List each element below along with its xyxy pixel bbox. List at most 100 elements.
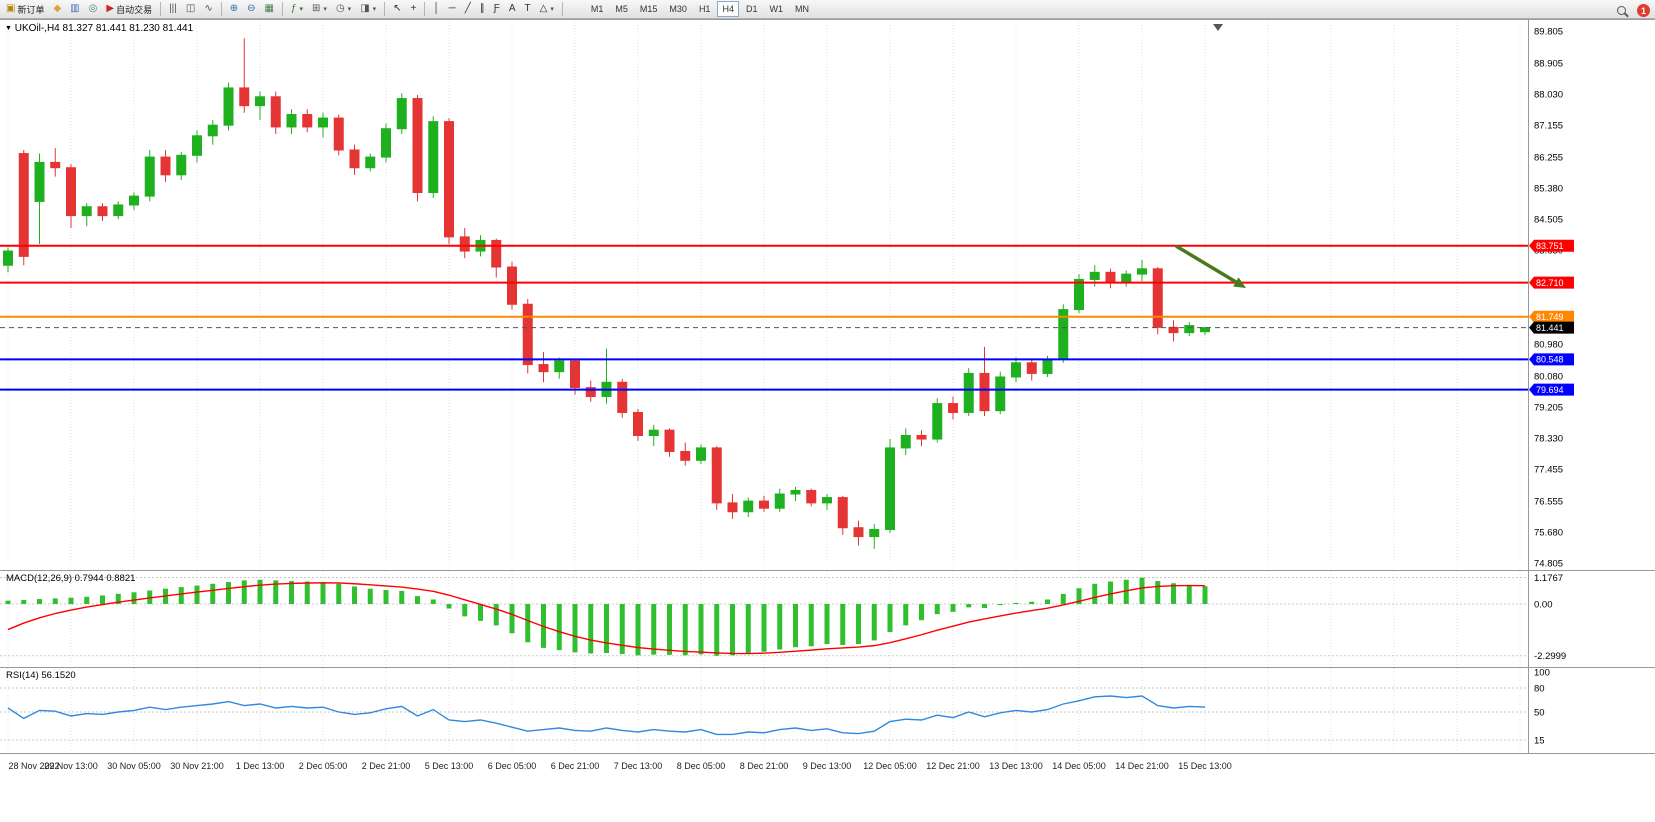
candlestick-button[interactable]: ◫	[182, 1, 199, 18]
crosshair-button[interactable]: +	[407, 1, 421, 18]
shapes-icon: △	[539, 3, 548, 14]
svg-text:9 Dec 13:00: 9 Dec 13:00	[803, 761, 852, 771]
timeframe-m30-button[interactable]: M30	[664, 1, 692, 17]
price-badge	[1529, 276, 1574, 289]
line-chart-button[interactable]: ∿	[200, 1, 216, 18]
label-button[interactable]: T	[521, 1, 535, 18]
label-icon: T	[524, 3, 531, 14]
horizontal-line-icon: ─	[448, 3, 456, 14]
timeframe-h1-button[interactable]: H1	[694, 1, 716, 17]
svg-text:81.749: 81.749	[1536, 312, 1564, 322]
timeframe-m1-button[interactable]: M1	[586, 1, 609, 17]
svg-text:87.155: 87.155	[1534, 120, 1563, 131]
toolbar-separator	[281, 2, 283, 16]
chevron-down-icon: ▾	[299, 6, 304, 13]
chevron-down-icon: ▾	[323, 6, 327, 13]
svg-text:74.805: 74.805	[1534, 559, 1563, 570]
templates-icon: ◨	[360, 3, 370, 14]
timeframe-m5-button[interactable]: M5	[610, 1, 633, 17]
svg-text:77.455: 77.455	[1534, 465, 1563, 476]
svg-text:75.680: 75.680	[1534, 527, 1563, 538]
crosshair-icon: +	[410, 3, 417, 14]
trendline-button[interactable]: ╱	[461, 1, 475, 18]
vertical-line-button[interactable]: │	[429, 1, 443, 18]
svg-text:2 Dec 21:00: 2 Dec 21:00	[362, 761, 411, 771]
horizontal-line-button[interactable]: ─	[445, 1, 460, 18]
price-badge	[1529, 239, 1574, 252]
annotation-arrow[interactable]	[1175, 244, 1246, 288]
svg-text:82.710: 82.710	[1536, 278, 1564, 288]
rsi-scale-label: 100	[1534, 668, 1550, 679]
market-watch-button[interactable]: ▥	[66, 1, 83, 18]
price-badge	[1529, 383, 1574, 396]
new-order-button[interactable]: ▣ 新订单	[2, 1, 48, 18]
macd-scale-label: 1.1767	[1534, 573, 1563, 584]
toolbar-separator	[561, 2, 563, 16]
svg-text:6 Dec 05:00: 6 Dec 05:00	[488, 761, 537, 771]
rsi-scale-label: 80	[1534, 684, 1545, 695]
indicators-icon: ƒ	[290, 3, 297, 14]
timeframe-mn-button[interactable]: MN	[790, 1, 814, 17]
svg-text:7 Dec 13:00: 7 Dec 13:00	[614, 761, 663, 771]
svg-text:2 Dec 05:00: 2 Dec 05:00	[299, 761, 348, 771]
charts-button[interactable]: ◆	[49, 1, 65, 18]
clock-icon: ◷	[335, 3, 345, 14]
new-order-button-label: 新订单	[17, 4, 45, 15]
search-button[interactable]	[1613, 2, 1630, 19]
svg-text:13 Dec 13:00: 13 Dec 13:00	[989, 761, 1043, 771]
channel-button[interactable]: ∥	[476, 1, 489, 18]
new-chart-button[interactable]: ⊞ ▾	[308, 1, 331, 18]
zoom-out-icon: ⊖	[247, 3, 256, 14]
shapes-button[interactable]: △ ▾	[536, 1, 558, 18]
svg-text:76.555: 76.555	[1534, 496, 1563, 507]
toolbar-right: 1	[1613, 2, 1650, 19]
auto-trading-button[interactable]: ▶ 自动交易	[102, 1, 156, 18]
new-chart-icon: ⊞	[312, 3, 321, 14]
rsi-line	[7, 695, 1206, 736]
new-order-icon: ▣	[6, 3, 16, 14]
timeframe-w1-button[interactable]: W1	[764, 1, 788, 17]
price-badge	[1529, 310, 1574, 323]
cursor-button[interactable]: ↖	[389, 1, 405, 18]
chevron-down-icon: ▾	[372, 6, 377, 13]
svg-text:29 Nov 13:00: 29 Nov 13:00	[44, 761, 98, 771]
timeframe-m15-button[interactable]: M15	[635, 1, 663, 17]
periods-button[interactable]: ◷ ▾	[332, 1, 355, 18]
svg-text:85.380: 85.380	[1534, 183, 1563, 194]
zoom-in-button[interactable]: ⊕	[226, 1, 242, 18]
fibonacci-button[interactable]: Ƒ	[490, 1, 504, 18]
zoom-out-button[interactable]: ⊖	[243, 1, 259, 18]
svg-text:86.255: 86.255	[1534, 152, 1563, 163]
rsi-scale-label: 15	[1534, 736, 1545, 747]
indicators-button[interactable]: ƒ ▾	[287, 1, 307, 18]
toolbar-separator	[220, 2, 222, 16]
price-badge	[1529, 321, 1574, 334]
bar-chart-button[interactable]: |||	[165, 1, 181, 18]
fibonacci-icon: Ƒ	[493, 3, 500, 14]
text-button[interactable]: A	[505, 1, 520, 18]
tile-windows-button[interactable]: ▦	[261, 1, 278, 18]
trendline-icon: ╱	[464, 3, 471, 14]
price-badges: 83.751 82.710 81.749 80.548 79.694 81.441	[1529, 239, 1574, 396]
chart-shift-marker[interactable]	[1213, 24, 1223, 31]
bar-chart-icon: |||	[169, 3, 177, 14]
svg-text:81.441: 81.441	[1536, 323, 1564, 333]
navigator-button[interactable]: ◎	[85, 1, 102, 18]
timeframe-h4-button[interactable]: H4	[717, 1, 739, 17]
notifications-badge[interactable]: 1	[1637, 4, 1650, 17]
charts-icon: ◆	[53, 3, 62, 14]
chevron-down-icon: ▾	[550, 6, 554, 13]
templates-button[interactable]: ◨ ▾	[356, 1, 380, 18]
svg-text:15 Dec 13:00: 15 Dec 13:00	[1178, 761, 1232, 771]
macd-indicator-label: MACD(12,26,9) 0.7944 0.8821	[6, 573, 136, 584]
svg-text:78.330: 78.330	[1534, 433, 1563, 444]
timeframe-d1-button[interactable]: D1	[741, 1, 763, 17]
tile-windows-icon: ▦	[264, 3, 274, 14]
auto-trading-button-label: 自动交易	[116, 4, 153, 15]
svg-text:12 Dec 21:00: 12 Dec 21:00	[926, 761, 980, 771]
one-click-trading-toggle[interactable]: ▼	[5, 25, 12, 32]
svg-text:80.548: 80.548	[1536, 355, 1564, 365]
